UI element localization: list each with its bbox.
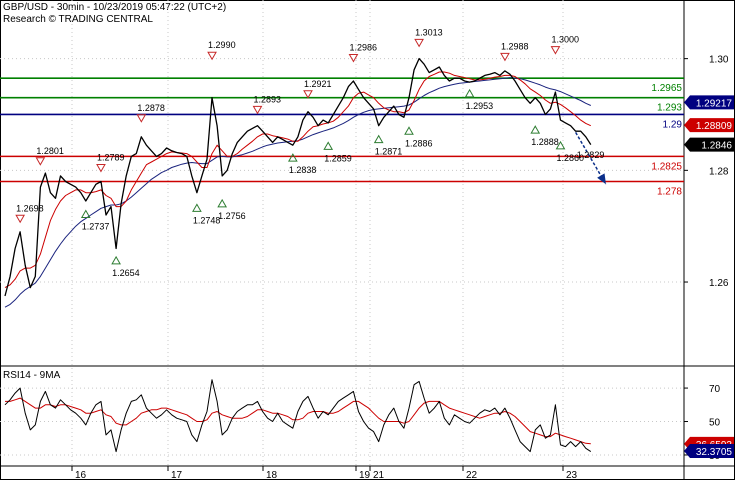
price-tag: 1.2846 xyxy=(701,141,732,152)
high-marker xyxy=(15,214,26,224)
high-marker xyxy=(252,105,263,115)
series-rsi xyxy=(4,379,592,453)
low-label: 1.2859 xyxy=(324,153,352,163)
price-tag-bg xyxy=(684,118,734,133)
x-tick-label: 21 xyxy=(373,470,385,480)
low-marker xyxy=(80,209,91,219)
low-label: 1.2654 xyxy=(112,268,140,278)
high-label: 1.2789 xyxy=(97,152,125,162)
high-label: 1.3013 xyxy=(415,27,443,37)
high-label: 1.2988 xyxy=(501,41,529,51)
level-label-pivot: 1.29 xyxy=(663,119,683,130)
high-label: 1.2801 xyxy=(36,146,64,156)
price-tag-bg xyxy=(684,137,734,152)
level-label-support: 1.2825 xyxy=(651,161,682,172)
high-label: 1.2698 xyxy=(16,203,44,213)
high-marker xyxy=(35,157,46,166)
high-marker xyxy=(500,52,510,62)
series-ma_fast xyxy=(4,71,592,289)
low-marker xyxy=(323,141,334,150)
high-marker xyxy=(348,53,359,63)
series-price xyxy=(4,57,592,297)
chart-source: Research © TRADING CENTRAL xyxy=(3,14,153,25)
rsi-tick-label: 70 xyxy=(709,384,721,395)
rsi-tag: 32.3705 xyxy=(696,447,733,458)
low-label: 1.2756 xyxy=(218,211,246,221)
low-marker xyxy=(555,140,566,150)
high-label: 1.2893 xyxy=(254,94,282,104)
high-marker xyxy=(207,51,217,61)
high-marker xyxy=(303,90,313,99)
low-label: 1.2860 xyxy=(557,153,585,163)
low-marker xyxy=(287,153,298,162)
high-label: 1.2921 xyxy=(304,79,332,89)
high-label: 1.2878 xyxy=(137,103,165,113)
high-label: 1.2986 xyxy=(349,42,377,52)
x-tick-label: 23 xyxy=(566,470,578,480)
low-marker xyxy=(111,255,121,265)
low-label: 1.2886 xyxy=(405,138,433,148)
low-label: 1.2737 xyxy=(82,222,110,232)
low-label: 1.2748 xyxy=(193,215,221,225)
price-tick-label: 1.28 xyxy=(709,166,729,177)
low-label: 1.2888 xyxy=(531,137,559,147)
price-tag: 1.29217 xyxy=(696,98,733,109)
low-label: 1.2953 xyxy=(466,101,494,111)
x-tick-label: 18 xyxy=(266,470,278,480)
low-marker xyxy=(464,88,475,98)
low-label: 1.2838 xyxy=(289,165,317,175)
x-tick-label: 16 xyxy=(75,470,87,480)
series-rsi_ma xyxy=(5,397,591,445)
low-marker xyxy=(217,198,228,208)
rsi-tick-label: 50 xyxy=(709,418,721,429)
level-label-resistance: 1.293 xyxy=(657,103,682,114)
price-tick-label: 1.26 xyxy=(709,278,729,289)
forecast-arrow-head xyxy=(597,173,606,185)
high-label: 1.3000 xyxy=(551,35,579,45)
price-tag-bg xyxy=(684,95,734,110)
high-marker xyxy=(96,163,106,173)
rsi-tag-bg xyxy=(684,444,734,459)
price-tick-label: 1.30 xyxy=(709,55,729,66)
rsi-title: RSI14 - 9MA xyxy=(3,370,61,381)
low-marker xyxy=(373,134,384,144)
price-tag: 1.28809 xyxy=(696,121,733,132)
high-label: 1.2990 xyxy=(208,40,236,50)
x-tick-label: 19 xyxy=(359,470,371,480)
low-marker xyxy=(192,203,202,212)
level-label-support: 1.278 xyxy=(657,187,682,198)
high-marker xyxy=(414,38,424,48)
chart-title: GBP/USD - 30min - 10/23/2019 05:47:22 (U… xyxy=(3,2,227,13)
x-tick-label: 17 xyxy=(171,470,183,480)
high-marker xyxy=(550,46,561,55)
target-label: 1.2829 xyxy=(577,150,605,160)
low-label: 1.2871 xyxy=(375,147,403,157)
x-tick-label: 22 xyxy=(466,470,478,480)
low-marker xyxy=(530,125,541,134)
high-marker xyxy=(136,114,147,123)
level-label-resistance: 1.2965 xyxy=(651,83,682,94)
low-marker xyxy=(404,126,414,135)
